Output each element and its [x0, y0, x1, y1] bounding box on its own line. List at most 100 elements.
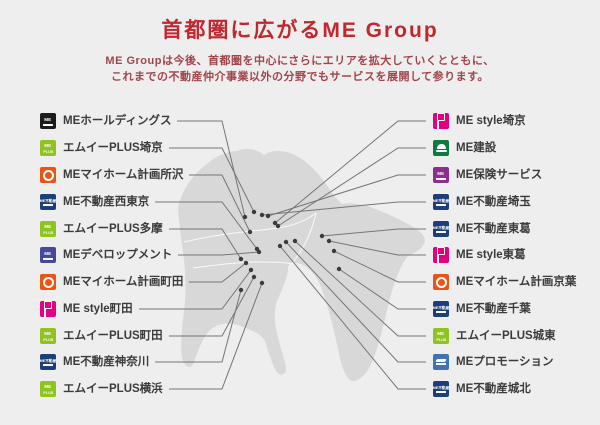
- company-name: ME不動産千葉: [456, 303, 531, 315]
- location-dot: [251, 274, 257, 280]
- location-dot: [277, 243, 283, 249]
- plus-logo-icon: ME PLUS: [40, 221, 56, 237]
- company-name: ME保険サービス: [456, 169, 543, 181]
- style-logo-icon: [433, 113, 449, 129]
- fudosan-logo-icon: ME不動産: [40, 194, 56, 210]
- company-name: MEデベロップメント: [63, 249, 173, 261]
- connector-line: [285, 241, 426, 363]
- kanto-land-shape: [178, 148, 425, 382]
- company-name: MEマイホーム計画町田: [63, 276, 184, 288]
- company-row-left-2: MEマイホーム計画所沢: [40, 167, 183, 183]
- company-row-left-1: ME PLUS エムイーPLUS埼京: [40, 140, 163, 156]
- prefecture-border-saitama-chiba: [291, 212, 317, 265]
- location-dot: [256, 249, 262, 255]
- company-name: MEマイホーム計画京葉: [456, 276, 577, 288]
- fudosan-logo-icon: ME不動産: [433, 301, 449, 317]
- myhome-logo-icon: [40, 274, 56, 290]
- connector-line: [155, 201, 258, 250]
- company-row-right-3: ME不動産 ME不動産埼玉: [433, 194, 531, 210]
- company-row-left-8: ME PLUS エムイーPLUS町田: [40, 328, 163, 344]
- company-row-right-7: ME不動産 ME不動産千葉: [433, 301, 531, 317]
- location-dot: [251, 209, 257, 215]
- company-name: MEプロモーション: [456, 356, 554, 368]
- company-name: エムイーPLUS横浜: [63, 383, 163, 395]
- myhome-logo-icon: [433, 274, 449, 290]
- location-dot: [331, 248, 337, 254]
- location-dot: [243, 260, 249, 266]
- connector-line: [277, 147, 426, 227]
- location-dot: [283, 239, 289, 245]
- company-name: ME style町田: [63, 303, 133, 315]
- location-dot: [272, 220, 278, 226]
- company-row-left-7: ME style町田: [40, 301, 133, 317]
- page-title: 首都圏に広がるME Group: [161, 19, 439, 42]
- prefecture-border-tokyo-kanagawa: [192, 261, 293, 269]
- subtitle-line-1: ME Groupは今後、首都圏を中心にさらにエリアを拡大していくとともに、: [105, 55, 495, 67]
- connector-line: [177, 120, 246, 218]
- location-dot: [275, 223, 281, 229]
- connector-line: [267, 174, 426, 217]
- connector-line: [338, 268, 426, 310]
- location-dot: [254, 246, 260, 252]
- company-row-left-0: ME MEホールディングス: [40, 113, 171, 129]
- company-name: ME不動産西東京: [63, 196, 150, 208]
- company-row-right-4: ME不動産 ME不動産東葛: [433, 221, 531, 237]
- company-name: ME不動産神奈川: [63, 356, 150, 368]
- company-name: MEホールディングス: [63, 115, 172, 127]
- company-name: ME style埼京: [456, 115, 526, 127]
- hoken-logo-icon: ME: [433, 167, 449, 183]
- connector-line: [189, 262, 247, 283]
- company-name: ME不動産東葛: [456, 223, 531, 235]
- company-name: ME建設: [456, 142, 497, 154]
- connector-line: [321, 228, 426, 237]
- connector-line: [189, 174, 251, 233]
- connector-line: [333, 250, 426, 283]
- location-dot: [326, 238, 332, 244]
- location-dot: [259, 280, 265, 286]
- company-row-left-5: ME MEデベロップメント: [40, 247, 172, 263]
- fudosan-logo-icon: ME不動産: [40, 354, 56, 370]
- fudosan-logo-icon: ME不動産: [433, 381, 449, 397]
- location-dot: [336, 266, 342, 272]
- company-row-left-9: ME不動産 ME不動産神奈川: [40, 354, 149, 370]
- connector-line: [261, 201, 426, 216]
- company-name: エムイーPLUS町田: [63, 330, 163, 342]
- development-logo-icon: ME: [40, 247, 56, 263]
- plus-logo-icon: ME PLUS: [40, 328, 56, 344]
- company-row-right-6: MEマイホーム計画京葉: [433, 274, 576, 290]
- location-dot: [265, 213, 271, 219]
- fudosan-logo-icon: ME不動産: [433, 194, 449, 210]
- company-row-right-5: ME style東葛: [433, 247, 526, 263]
- style-logo-icon: [40, 301, 56, 317]
- company-row-left-10: ME PLUS エムイーPLUS横浜: [40, 381, 163, 397]
- connector-line: [169, 228, 242, 260]
- promotion-logo-icon: [433, 354, 449, 370]
- prefecture-border-saitama-tokyo: [183, 212, 317, 243]
- company-name: エムイーPLUS多摩: [63, 223, 163, 235]
- myhome-logo-icon: [40, 167, 56, 183]
- subtitle-line-2: これまでの不動産仲介事業以外の分野でもサービスを展開して参ります。: [110, 71, 490, 83]
- company-row-left-6: MEマイホーム計画町田: [40, 274, 183, 290]
- location-dot: [238, 287, 244, 293]
- plus-logo-icon: ME PLUS: [40, 381, 56, 397]
- location-dot: [259, 212, 265, 218]
- company-name: ME style東葛: [456, 249, 526, 261]
- company-row-right-1: ME建設: [433, 140, 496, 156]
- company-row-right-9: MEプロモーション: [433, 354, 554, 370]
- company-name: エムイーPLUS城東: [456, 330, 556, 342]
- connector-line: [274, 120, 426, 224]
- kensetsu-logo-icon: [433, 140, 449, 156]
- company-name: ME不動産城北: [456, 383, 531, 395]
- location-dot: [238, 256, 244, 262]
- plus-logo-icon: ME PLUS: [433, 328, 449, 344]
- fudosan-logo-icon: ME不動産: [433, 221, 449, 237]
- connector-line: [279, 245, 426, 390]
- company-row-right-0: ME style埼京: [433, 113, 526, 129]
- company-row-left-4: ME PLUS エムイーPLUS多摩: [40, 221, 163, 237]
- location-dot: [247, 229, 253, 235]
- connector-line: [294, 240, 426, 337]
- holdings-logo-icon: ME: [40, 113, 56, 129]
- company-name: MEマイホーム計画所沢: [63, 169, 184, 181]
- connector-line: [178, 251, 260, 256]
